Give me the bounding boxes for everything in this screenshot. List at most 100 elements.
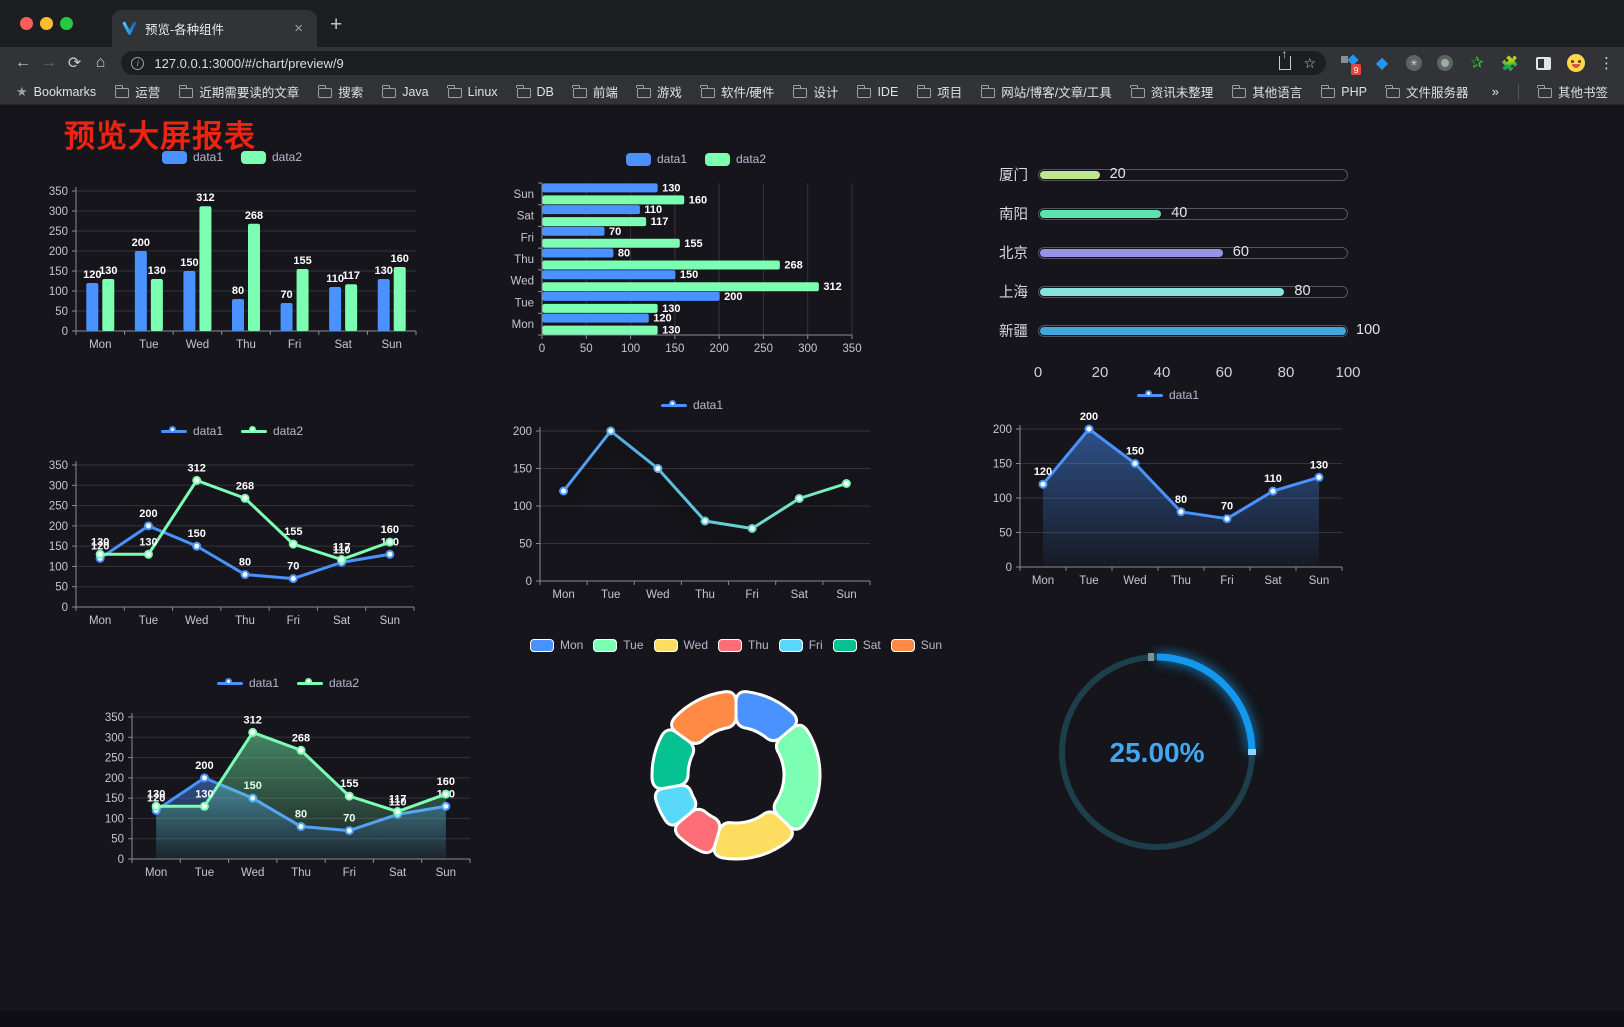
legend-item[interactable]: data1 — [660, 398, 723, 412]
svg-text:Mon: Mon — [552, 589, 574, 601]
bookmark-folder[interactable]: 其他语言 — [1231, 82, 1302, 101]
svg-text:Tue: Tue — [139, 615, 158, 627]
bookmark-folder[interactable]: 近期需要读的文章 — [178, 82, 299, 101]
bookmark-folder[interactable]: 网站/博客/文章/工具 — [980, 82, 1112, 101]
folder-icon — [1320, 84, 1336, 98]
bookmark-folder[interactable]: 软件/硬件 — [700, 82, 774, 101]
svg-text:200: 200 — [49, 246, 68, 258]
svg-text:Wed: Wed — [511, 276, 534, 288]
extension-badge: 9 — [1351, 64, 1362, 75]
legend-item[interactable]: data1 — [161, 150, 223, 164]
legend-item[interactable]: Tue — [593, 638, 644, 652]
menu-dots-icon[interactable]: ⋮ — [1599, 55, 1615, 72]
bookmark-folder[interactable]: 资讯未整理 — [1130, 82, 1213, 101]
progress-bar-chart[interactable]: 厦门 20 南阳 40 北京 60 上海 80 新疆 100 0 20 40 60 80 100 — [992, 149, 1380, 391]
extension-dot-icon[interactable] — [1437, 55, 1454, 71]
bookmarks-overflow-chevron[interactable]: » — [1491, 84, 1499, 99]
dual-area-line-chart[interactable]: data1 data2 0 50 100 150 200 250 300 350 Mon Tue Wed… — [92, 671, 484, 887]
bookmark-folder[interactable]: 运营 — [114, 82, 160, 101]
svg-text:160: 160 — [437, 776, 455, 788]
extension-circle-icon[interactable]: ✳ — [1406, 55, 1423, 71]
bookmark-folder[interactable]: 设计 — [792, 82, 838, 101]
extension-gem-icon[interactable]: ◆ — [1375, 55, 1389, 72]
svg-text:0: 0 — [526, 576, 532, 588]
share-icon[interactable] — [1279, 47, 1292, 70]
svg-text:Fri: Fri — [343, 867, 356, 879]
legend-item[interactable]: Sat — [832, 638, 881, 652]
legend-item[interactable]: data2 — [241, 424, 303, 438]
gradient-line-chart[interactable]: data1 0 50 100 150 200 Mon Tue Wed Thu Fri Sat Sun — [500, 393, 884, 609]
legend-item[interactable]: data1 — [1136, 388, 1199, 402]
bookmark-folder[interactable]: 前端 — [572, 82, 618, 101]
bookmark-folder[interactable]: 文件服务器 — [1385, 82, 1468, 101]
bookmark-folder[interactable]: PHP — [1320, 84, 1367, 99]
progress-row: 上海 80 — [992, 272, 1348, 311]
svg-text:Mon: Mon — [512, 319, 534, 331]
legend-item[interactable]: data2 — [241, 150, 302, 164]
address-bar[interactable]: i 127.0.0.1:3000/#/chart/preview/9 ☆ — [121, 47, 1327, 75]
progress-track: 20 — [1038, 166, 1348, 182]
svg-text:130: 130 — [195, 788, 213, 800]
legend-item[interactable]: data1 — [160, 424, 223, 438]
legend-item[interactable]: Sun — [890, 638, 942, 652]
svg-text:0: 0 — [1006, 562, 1012, 574]
svg-text:150: 150 — [49, 541, 68, 553]
bookmark-star-icon[interactable]: ☆ — [1303, 54, 1317, 71]
svg-text:100: 100 — [49, 561, 68, 573]
other-bookmarks[interactable]: 其他书签 — [1537, 82, 1608, 101]
svg-text:Wed: Wed — [241, 867, 264, 879]
bookmark-folder[interactable]: Linux — [447, 84, 498, 99]
tab-close-button[interactable]: × — [294, 20, 303, 37]
reload-button[interactable]: ⟳ — [67, 55, 82, 72]
extension-grid-icon[interactable]: 9 — [1340, 54, 1362, 75]
window-minimize-button[interactable] — [40, 17, 53, 30]
extension-star-icon[interactable]: ✰ — [1470, 55, 1484, 72]
site-info-icon[interactable]: i — [131, 56, 145, 70]
bookmarks-manager[interactable]: ★ Bookmarks — [16, 83, 97, 99]
svg-text:Thu: Thu — [236, 339, 256, 351]
bookmark-folder[interactable]: Java — [381, 84, 429, 99]
bookmark-folder[interactable]: 搜索 — [317, 82, 363, 101]
browser-tab[interactable]: 预览-各种组件 × — [112, 10, 317, 47]
window-zoom-button[interactable] — [60, 17, 73, 30]
progress-label: 北京 — [999, 246, 1028, 262]
extensions-puzzle-icon[interactable]: 🧩 — [1501, 54, 1519, 71]
bookmark-folder[interactable]: IDE — [856, 84, 898, 99]
svg-text:Fri: Fri — [287, 615, 300, 627]
legend-item[interactable]: Wed — [653, 638, 708, 652]
legend-item[interactable]: data2 — [297, 676, 359, 690]
legend-swatch — [297, 677, 323, 689]
legend-item[interactable]: data1 — [216, 676, 279, 690]
forward-button[interactable]: → — [40, 54, 57, 71]
sidebar-icon[interactable] — [1534, 54, 1552, 72]
area-line-chart[interactable]: data1 0 50 100 150 200 Mon Tue Wed Thu Fri Sat Sun 12… — [980, 383, 1356, 595]
progress-track: 100 — [1038, 322, 1380, 338]
svg-text:350: 350 — [105, 712, 124, 724]
svg-text:110: 110 — [389, 796, 407, 808]
legend-item[interactable]: data1 — [625, 152, 687, 166]
legend-swatch — [529, 638, 554, 652]
back-button[interactable]: ← — [14, 54, 31, 71]
profile-avatar[interactable] — [1567, 54, 1586, 72]
legend-item[interactable]: Thu — [718, 638, 769, 652]
legend-item[interactable]: Mon — [529, 638, 583, 652]
legend-item[interactable]: Fri — [778, 638, 823, 652]
bookmark-folder[interactable]: 游戏 — [636, 82, 682, 101]
svg-text:Thu: Thu — [235, 615, 255, 627]
dual-line-chart[interactable]: data1 data2 0 50 100 150 200 250 300 350 Mon Tue Wed… — [36, 419, 428, 635]
progress-fill — [1040, 170, 1100, 179]
gauge-progress-chart[interactable]: 25.00% — [1050, 645, 1264, 859]
svg-text:100: 100 — [621, 343, 640, 355]
svg-text:150: 150 — [680, 269, 698, 281]
horizontal-bar-chart[interactable]: data1 data2 0 50 100 150 200 250 300 350 Sun Sat Fri… — [500, 147, 892, 363]
bookmark-folder[interactable]: DB — [516, 84, 554, 99]
window-close-button[interactable] — [20, 17, 33, 30]
svg-text:50: 50 — [580, 343, 593, 355]
home-button[interactable]: ⌂ — [95, 54, 106, 71]
legend-label: Wed — [683, 638, 708, 652]
bookmark-folder[interactable]: 项目 — [916, 82, 962, 101]
new-tab-button[interactable]: + — [330, 13, 343, 36]
grouped-bar-chart[interactable]: data1 data2 0 50 100 150 200 250 300 350 Mon Tue Wed… — [36, 145, 428, 359]
donut-chart[interactable]: Mon Tue Wed Thu Fri Sat Sun — [529, 633, 942, 885]
legend-item[interactable]: data2 — [705, 152, 766, 166]
